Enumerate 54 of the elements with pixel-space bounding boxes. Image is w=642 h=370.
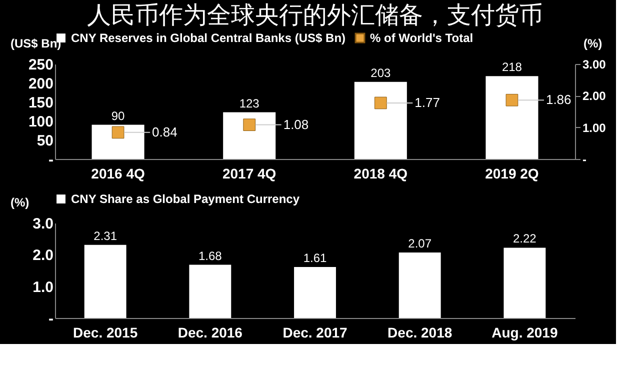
data-label: 2.31 xyxy=(94,228,118,243)
bar xyxy=(294,267,336,318)
y-tick-label: 150 xyxy=(28,94,54,112)
x-tick-label: Aug. 2019 xyxy=(492,324,558,340)
data-label: 1.08 xyxy=(283,116,309,132)
data-label: 1.68 xyxy=(198,248,222,263)
y-tick-label: 1.0 xyxy=(32,278,54,296)
y-tick-label: 100 xyxy=(28,114,54,130)
x-tick-label: 2019 2Q xyxy=(485,166,539,182)
x-tick-label: 2018 4Q xyxy=(354,166,408,182)
bar xyxy=(398,252,441,318)
data-label: 1.77 xyxy=(414,94,440,110)
x-tick-label: 2016 4Q xyxy=(91,166,145,182)
y2-axis-title: (%) xyxy=(584,36,602,50)
bar xyxy=(486,76,538,159)
data-label: 203 xyxy=(370,66,391,80)
legend-label: CNY Share as Global Payment Currency xyxy=(71,192,300,206)
y-tick-label: 250 xyxy=(28,56,54,74)
y-tick-label: 50 xyxy=(36,132,54,150)
point xyxy=(374,96,387,110)
y-tick-label: 200 xyxy=(28,76,54,92)
data-label: 2.22 xyxy=(513,232,537,246)
x-tick-label: 2017 4Q xyxy=(222,166,276,182)
bar xyxy=(189,264,232,318)
y-tick-label: 3.0 xyxy=(32,216,54,232)
data-label: 1.61 xyxy=(303,251,327,266)
x-tick-label: Dec. 2018 xyxy=(388,324,452,340)
y-axis-title: (%) xyxy=(10,196,30,210)
y2-tick-label: 2.00 xyxy=(582,89,606,104)
point xyxy=(112,126,124,139)
point xyxy=(243,118,256,131)
y-tick-label: - xyxy=(48,310,54,328)
data-label: 123 xyxy=(239,96,260,110)
point xyxy=(506,94,518,106)
legend-label: CNY Reserves in Global Central Banks (US$ Bn) xyxy=(71,31,346,45)
data-label: 0.84 xyxy=(152,124,178,140)
y2-tick-label: - xyxy=(582,152,586,166)
chart-title: 人民币作为全球央行的外汇储备，支付货币 xyxy=(87,1,543,29)
data-label: 90 xyxy=(111,108,126,123)
bar xyxy=(354,82,407,159)
y2-tick-label: 3.00 xyxy=(582,58,606,72)
x-tick-label: Dec. 2016 xyxy=(178,324,243,340)
x-tick-label: Dec. 2017 xyxy=(282,324,348,340)
y-tick-label: - xyxy=(48,152,54,168)
y2-tick-label: 1.00 xyxy=(582,120,606,135)
bar xyxy=(223,112,276,159)
data-label: 2.07 xyxy=(408,236,432,250)
bar xyxy=(84,244,126,318)
data-label: 1.86 xyxy=(546,92,572,108)
data-label: 218 xyxy=(502,60,522,74)
y-tick-label: 2.0 xyxy=(32,247,54,264)
x-tick-label: Dec. 2015 xyxy=(73,324,138,340)
bar xyxy=(504,248,546,318)
legend-label: % of World's Total xyxy=(370,31,474,45)
